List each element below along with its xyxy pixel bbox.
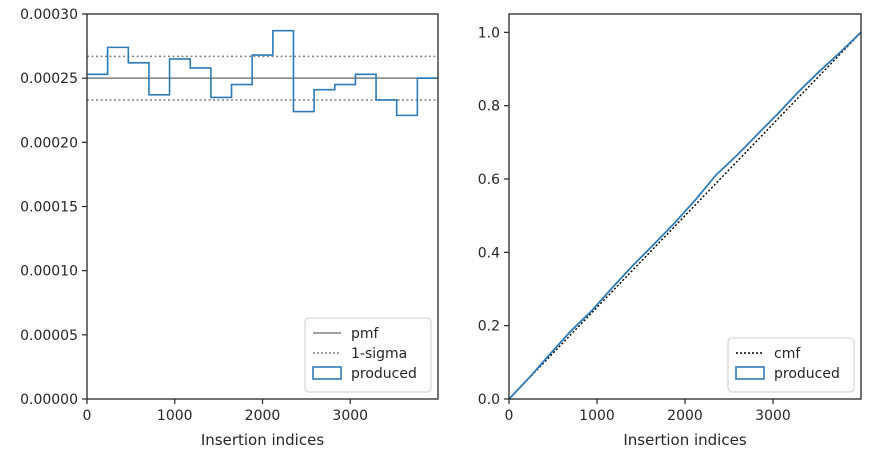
plot-panel-left: 0 1000 2000 3000 0.00000 0.00005 0.00010 0.0001…	[20, 7, 439, 449]
y-tick-label: 0.00010	[20, 264, 78, 280]
x-tick-label: 1000	[579, 408, 615, 424]
y-tick-label: 0.00000	[20, 392, 78, 408]
series-line-cmf	[508, 31, 862, 400]
legend-label-produced: produced	[351, 366, 417, 382]
y-tick-label: 0.00020	[20, 135, 78, 151]
x-tick-label: 2000	[245, 408, 281, 424]
y-tick-label: 0.4	[478, 245, 500, 261]
y-tick-label: 1.0	[478, 25, 500, 41]
x-tick-label: 0	[83, 408, 92, 424]
plot-panel-right: 0 1000 2000 3000 0.0 0.2 0.4 0.6 0.8 1.0 Insertion…	[478, 13, 862, 449]
legend: pmf 1-sigma produced	[304, 317, 432, 393]
x-tick-label: 3000	[332, 408, 368, 424]
legend-label-cmf: cmf	[774, 346, 801, 362]
legend-label-pmf: pmf	[351, 326, 380, 342]
x-tick-label: 2000	[667, 408, 703, 424]
x-axis-label: Insertion indices	[623, 431, 746, 449]
x-tick-label: 1000	[157, 408, 193, 424]
x-tick-label: 3000	[755, 408, 791, 424]
legend: cmf produced	[727, 337, 855, 393]
y-tick-label: 0.00015	[20, 200, 78, 216]
series-line-produced	[508, 31, 862, 400]
legend-handle-produced	[735, 366, 765, 380]
y-tick-label: 0.0	[478, 392, 500, 408]
y-tick-label: 0.2	[478, 319, 500, 335]
y-tick-label: 0.00025	[20, 71, 78, 87]
legend-label-produced: produced	[774, 366, 840, 382]
y-tick-label: 0.8	[478, 99, 500, 115]
legend-label-1-sigma: 1-sigma	[351, 346, 407, 362]
y-tick-label: 0.00005	[20, 328, 78, 344]
series-step-produced	[87, 29, 438, 117]
x-tick-label: 0	[505, 408, 514, 424]
legend-handle-produced	[312, 366, 342, 380]
y-tick-label: 0.6	[478, 172, 500, 188]
x-axis-label: Insertion indices	[201, 431, 324, 449]
y-tick-label: 0.00030	[20, 7, 78, 23]
legend-box	[304, 317, 432, 393]
